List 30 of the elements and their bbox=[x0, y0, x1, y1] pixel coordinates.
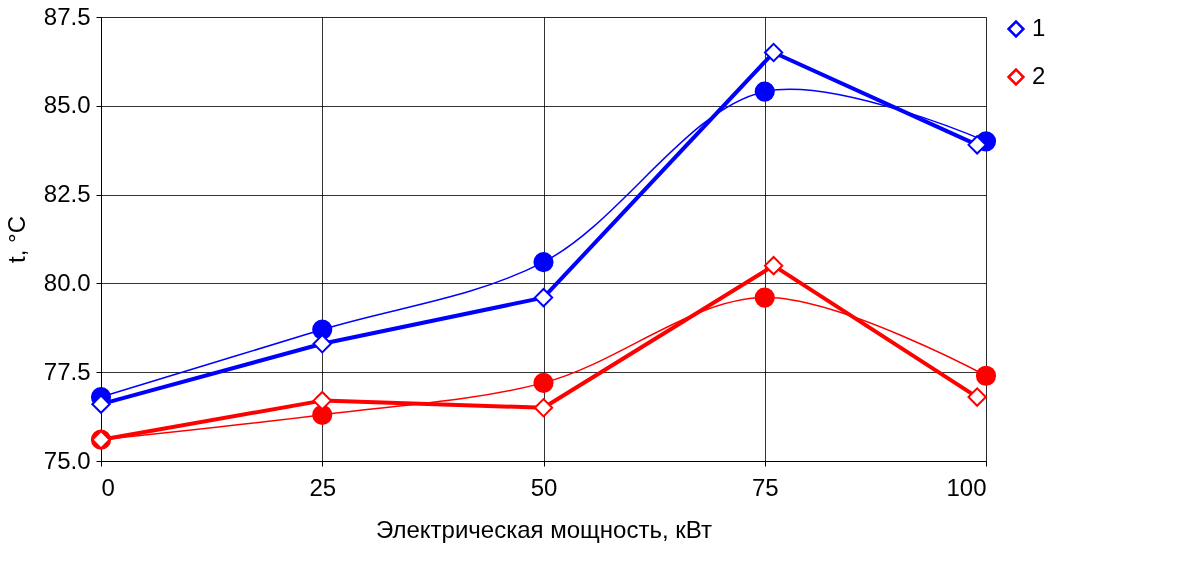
y-tick-label: 87.5 bbox=[43, 2, 91, 30]
x-tick-label: 75 bbox=[751, 473, 779, 501]
point bbox=[533, 398, 554, 418]
y-tick-label: 82.5 bbox=[43, 180, 91, 208]
legend-label: 1 bbox=[1032, 14, 1046, 41]
y-tick-label: 85.0 bbox=[43, 91, 91, 119]
y-tick-label: 75.0 bbox=[43, 446, 91, 474]
point bbox=[533, 252, 554, 273]
point bbox=[763, 255, 784, 276]
point bbox=[312, 390, 332, 411]
point bbox=[312, 404, 333, 425]
y-tick-label: 77.5 bbox=[43, 357, 91, 385]
x-axis-title: Электрическая мощность, кВт bbox=[376, 515, 712, 543]
point bbox=[967, 135, 987, 155]
point bbox=[312, 334, 332, 354]
point bbox=[91, 394, 111, 414]
y-axis-title: t, °C bbox=[2, 216, 30, 263]
point bbox=[754, 81, 775, 102]
point bbox=[533, 287, 554, 308]
point bbox=[754, 287, 775, 308]
point bbox=[967, 387, 987, 407]
y-tick-label: 80.0 bbox=[43, 268, 91, 296]
x-tick-label: 100 bbox=[946, 473, 987, 501]
point bbox=[763, 42, 784, 63]
x-tick-label: 0 bbox=[101, 473, 115, 501]
legend-label: 2 bbox=[1032, 62, 1046, 89]
x-tick-label: 50 bbox=[530, 473, 558, 501]
point bbox=[975, 365, 997, 386]
point bbox=[533, 372, 554, 393]
x-tick-label: 25 bbox=[309, 473, 337, 501]
